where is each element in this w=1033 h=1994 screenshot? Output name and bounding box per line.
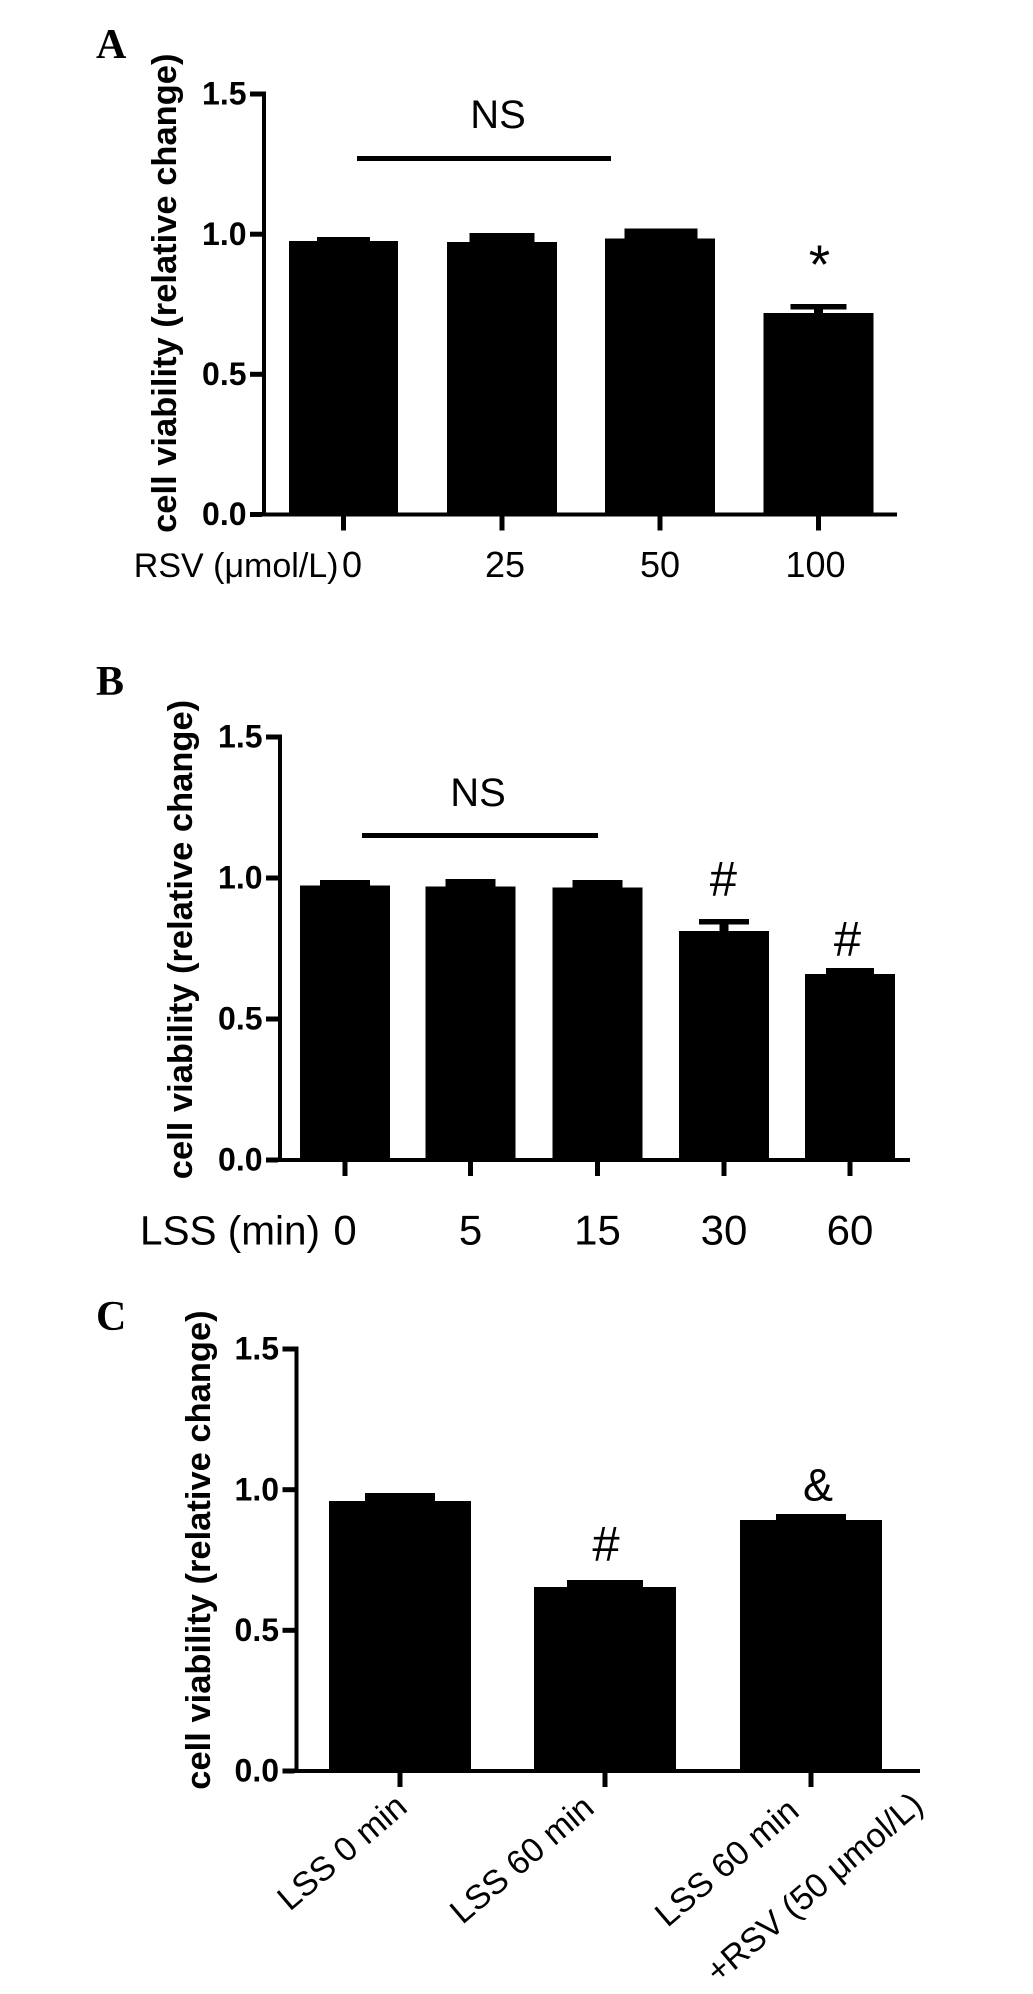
svg-text:0.0: 0.0 <box>218 1142 262 1178</box>
svg-text:NS: NS <box>450 771 506 815</box>
svg-text:NS: NS <box>470 93 526 137</box>
svg-text:0.5: 0.5 <box>218 1001 262 1037</box>
svg-text:A: A <box>96 22 127 68</box>
svg-text:1.5: 1.5 <box>235 1331 279 1367</box>
svg-text:25: 25 <box>485 544 525 585</box>
svg-text:1.0: 1.0 <box>202 216 246 252</box>
svg-text:100: 100 <box>785 544 845 585</box>
svg-text:cell viability (relative chang: cell viability (relative change) <box>146 54 184 533</box>
svg-text:RSV (μmol/L): RSV (μmol/L) <box>134 547 339 585</box>
svg-text:LSS 0 min: LSS 0 min <box>270 1787 414 1918</box>
svg-text:#: # <box>710 853 738 907</box>
svg-text:&: & <box>803 1460 833 1511</box>
svg-text:1.5: 1.5 <box>202 76 246 112</box>
svg-text:B: B <box>96 659 124 705</box>
svg-text:15: 15 <box>574 1207 621 1254</box>
svg-text:LSS (min): LSS (min) <box>140 1208 320 1254</box>
svg-text:cell viability (relative chang: cell viability (relative change) <box>180 1310 218 1789</box>
svg-text:0: 0 <box>333 1207 356 1254</box>
svg-text:50: 50 <box>640 544 680 585</box>
svg-text:0.0: 0.0 <box>202 496 246 532</box>
svg-text:#: # <box>592 1518 620 1572</box>
svg-text:30: 30 <box>701 1207 748 1254</box>
svg-text:60: 60 <box>827 1207 874 1254</box>
svg-text:LSS 60 min: LSS 60 min <box>443 1788 601 1931</box>
svg-text:#: # <box>834 913 862 967</box>
svg-text:cell viability (relative chang: cell viability (relative change) <box>162 700 200 1179</box>
svg-text:1.5: 1.5 <box>218 719 262 755</box>
svg-text:0: 0 <box>342 544 362 585</box>
svg-text:+RSV (50 μmol/L): +RSV (50 μmol/L) <box>699 1785 930 1990</box>
svg-text:1.0: 1.0 <box>235 1471 279 1507</box>
svg-text:0.5: 0.5 <box>235 1612 279 1648</box>
svg-text:1.0: 1.0 <box>218 860 262 896</box>
svg-text:C: C <box>96 1294 126 1340</box>
svg-text:0.5: 0.5 <box>202 356 246 392</box>
svg-text:5: 5 <box>459 1207 482 1254</box>
svg-text:*: * <box>809 233 830 295</box>
svg-text:0.0: 0.0 <box>235 1753 279 1789</box>
